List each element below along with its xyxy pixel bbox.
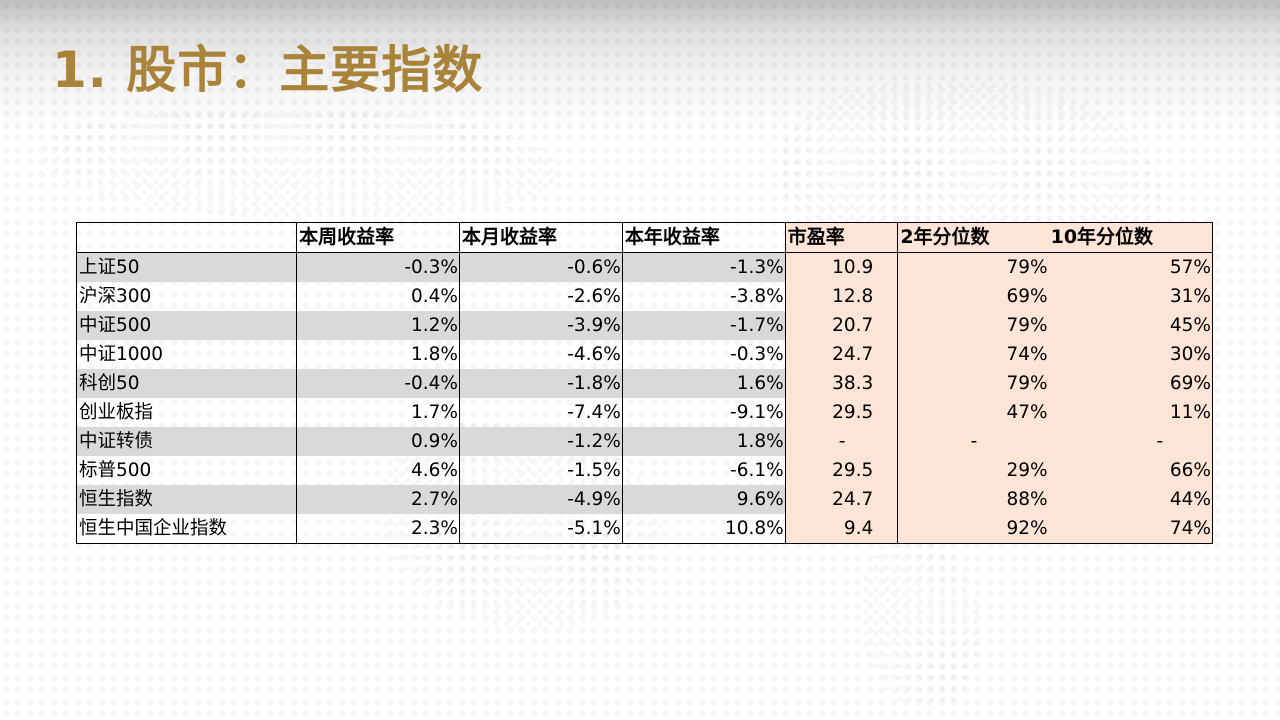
percentile-10y-cell: 45%: [1048, 311, 1213, 340]
pe-ratio-cell: 10.9: [785, 252, 899, 282]
ytd-return-cell: 10.8%: [622, 514, 786, 544]
header-cell: 本月收益率: [459, 222, 623, 253]
weekly-return-cell: 0.9%: [296, 427, 461, 456]
weekly-return-cell: 0.4%: [296, 282, 461, 311]
percentile-10y-cell: 57%: [1048, 252, 1213, 282]
percentile-10y-cell: 31%: [1048, 282, 1213, 311]
table-header-row: 本周收益率 本月收益率 本年收益率 市盈率 2年分位数 10年分位数: [75, 222, 1213, 253]
ytd-return-cell: -6.1%: [622, 456, 786, 485]
index-name-cell: 上证50: [75, 252, 298, 282]
pe-ratio-cell: 9.4: [785, 514, 899, 544]
percentile-2y-cell: 79%: [897, 369, 1049, 398]
percentile-10y-cell: 30%: [1048, 340, 1213, 369]
weekly-return-cell: -0.3%: [296, 252, 461, 282]
index-name-cell: 中证1000: [75, 340, 298, 369]
percentile-10y-cell: 66%: [1048, 456, 1213, 485]
ytd-return-cell: -9.1%: [622, 398, 786, 427]
pe-ratio-cell: 12.8: [785, 282, 899, 311]
weekly-return-cell: 2.3%: [296, 514, 461, 544]
index-name-cell: 恒生中国企业指数: [75, 514, 298, 544]
percentile-2y-cell: 74%: [897, 340, 1049, 369]
header-cell: 本年收益率: [622, 222, 786, 253]
ytd-return-cell: -1.7%: [622, 311, 786, 340]
percentile-10y-cell: 69%: [1048, 369, 1213, 398]
percentile-2y-cell: 47%: [897, 398, 1049, 427]
index-name-cell: 恒生指数: [75, 485, 298, 514]
ytd-return-cell: -1.3%: [622, 252, 786, 282]
percentile-10y-cell: 11%: [1048, 398, 1213, 427]
weekly-return-cell: 1.8%: [296, 340, 461, 369]
index-table: 本周收益率 本月收益率 本年收益率 市盈率 2年分位数 10年分位数 上证50-…: [75, 222, 1213, 544]
header-cell: 2年分位数: [897, 222, 1049, 253]
weekly-return-cell: 1.7%: [296, 398, 461, 427]
ytd-return-cell: 1.6%: [622, 369, 786, 398]
ytd-return-cell: 9.6%: [622, 485, 786, 514]
monthly-return-cell: -4.9%: [459, 485, 623, 514]
table-row: 恒生中国企业指数 2.3% -5.1% 10.8% 9.4 92% 74%: [75, 514, 1213, 544]
header-band: [0, 0, 1280, 135]
map-region: [40, 110, 560, 220]
monthly-return-cell: -5.1%: [459, 514, 623, 544]
index-name-cell: 沪深300: [75, 282, 298, 311]
pe-ratio-cell: 29.5: [785, 456, 899, 485]
table-row: 沪深300 0.4% -2.6% -3.8% 12.8 69% 31%: [75, 282, 1213, 311]
percentile-2y-cell: 92%: [897, 514, 1049, 544]
table-row: 上证50 -0.3% -0.6% -1.3% 10.9 79% 57%: [75, 252, 1213, 282]
weekly-return-cell: -0.4%: [296, 369, 461, 398]
header-cell: 10年分位数: [1048, 222, 1213, 253]
pe-ratio-cell: 29.5: [785, 398, 899, 427]
ytd-return-cell: 1.8%: [622, 427, 786, 456]
percentile-2y-cell: -: [897, 427, 1049, 456]
pe-ratio-cell: -: [785, 427, 899, 456]
page-title: 1. 股市：主要指数: [52, 41, 484, 99]
monthly-return-cell: -1.8%: [459, 369, 623, 398]
map-region: [860, 540, 980, 710]
pe-ratio-cell: 24.7: [785, 485, 899, 514]
monthly-return-cell: -1.5%: [459, 456, 623, 485]
percentile-10y-cell: 44%: [1048, 485, 1213, 514]
percentile-2y-cell: 29%: [897, 456, 1049, 485]
weekly-return-cell: 2.7%: [296, 485, 461, 514]
index-name-cell: 标普500: [75, 456, 298, 485]
weekly-return-cell: 4.6%: [296, 456, 461, 485]
pe-ratio-cell: 38.3: [785, 369, 899, 398]
index-name-cell: 创业板指: [75, 398, 298, 427]
table-row: 中证转债 0.9% -1.2% 1.8% - - -: [75, 427, 1213, 456]
table-row: 科创50 -0.4% -1.8% 1.6% 38.3 79% 69%: [75, 369, 1213, 398]
percentile-2y-cell: 88%: [897, 485, 1049, 514]
table-row: 标普500 4.6% -1.5% -6.1% 29.5 29% 66%: [75, 456, 1213, 485]
ytd-return-cell: -0.3%: [622, 340, 786, 369]
table-row: 创业板指 1.7% -7.4% -9.1% 29.5 47% 11%: [75, 398, 1213, 427]
ytd-return-cell: -3.8%: [622, 282, 786, 311]
pe-ratio-cell: 24.7: [785, 340, 899, 369]
monthly-return-cell: -4.6%: [459, 340, 623, 369]
monthly-return-cell: -1.2%: [459, 427, 623, 456]
percentile-2y-cell: 79%: [897, 252, 1049, 282]
percentile-10y-cell: 74%: [1048, 514, 1213, 544]
header-cell: [75, 222, 298, 253]
index-name-cell: 中证500: [75, 311, 298, 340]
table-row: 中证500 1.2% -3.9% -1.7% 20.7 79% 45%: [75, 311, 1213, 340]
table-row: 中证1000 1.8% -4.6% -0.3% 24.7 74% 30%: [75, 340, 1213, 369]
percentile-2y-cell: 69%: [897, 282, 1049, 311]
percentile-10y-cell: -: [1048, 427, 1213, 456]
monthly-return-cell: -3.9%: [459, 311, 623, 340]
header-cell: 本周收益率: [296, 222, 461, 253]
monthly-return-cell: -7.4%: [459, 398, 623, 427]
monthly-return-cell: -0.6%: [459, 252, 623, 282]
header-cell: 市盈率: [785, 222, 899, 253]
monthly-return-cell: -2.6%: [459, 282, 623, 311]
index-name-cell: 中证转债: [75, 427, 298, 456]
table-row: 恒生指数 2.7% -4.9% 9.6% 24.7 88% 44%: [75, 485, 1213, 514]
index-name-cell: 科创50: [75, 369, 298, 398]
pe-ratio-cell: 20.7: [785, 311, 899, 340]
percentile-2y-cell: 79%: [897, 311, 1049, 340]
weekly-return-cell: 1.2%: [296, 311, 461, 340]
